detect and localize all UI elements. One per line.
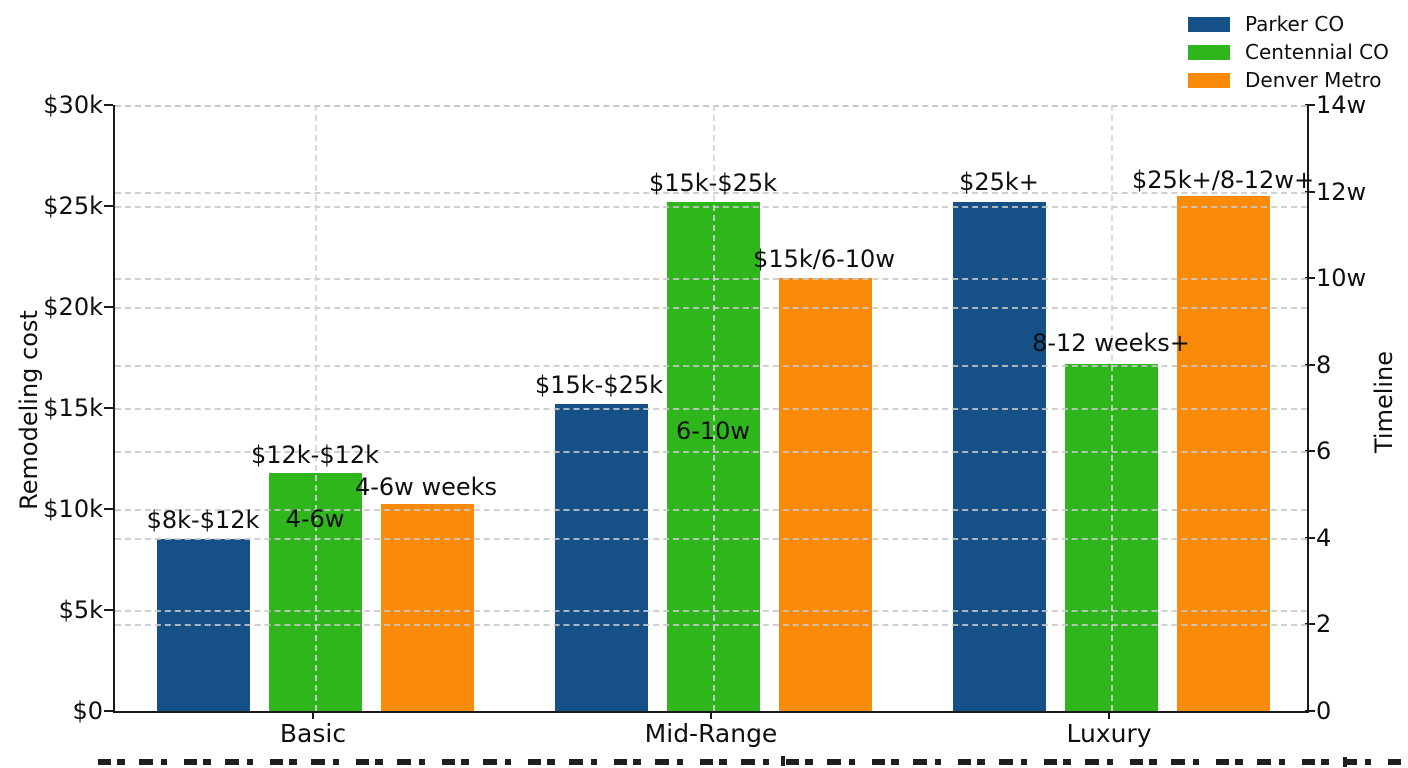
category-label-luxury: Luxury <box>1066 719 1152 748</box>
vertical-gridline <box>315 105 317 711</box>
x-axis-tick <box>1108 711 1110 719</box>
legend: Parker CO Centennial CO Denver Metro <box>1188 10 1389 94</box>
bar-label: $25k+ <box>959 168 1039 196</box>
horizontal-gridline <box>115 307 1307 309</box>
right-axis-tick <box>1305 190 1315 193</box>
horizontal-gridline <box>115 451 1307 454</box>
left-axis-tick-label: $0 <box>72 697 103 725</box>
right-axis-tick <box>1305 623 1315 626</box>
right-axis-tick <box>1305 450 1315 453</box>
legend-item-centennial-co: Centennial CO <box>1188 38 1389 66</box>
legend-label: Centennial CO <box>1245 40 1389 64</box>
right-axis-tick-label: 0 <box>1316 697 1332 725</box>
horizontal-gridline <box>115 537 1307 540</box>
left-axis-tick <box>104 609 113 611</box>
left-axis-tick-label: $20k <box>43 293 103 321</box>
left-axis-title: Remodeling cost <box>15 310 43 510</box>
horizontal-gridline <box>115 610 1307 612</box>
bar-label: $25k+/8-12w+ <box>1131 166 1315 194</box>
horizontal-gridline <box>115 206 1307 208</box>
gridlines-layer <box>115 105 1307 711</box>
legend-swatch-centennial-co <box>1188 44 1230 60</box>
bar-label: $12k-$12k <box>250 441 380 469</box>
right-axis-tick-label: 14w <box>1316 91 1367 119</box>
bar-denver-metro-mid-range <box>778 278 872 711</box>
bar-label: 8-12 weeks+ <box>1032 329 1190 357</box>
right-axis-tick <box>1305 104 1315 106</box>
bar-annotations-layer: $8k-$12k $12k-$12k 4-6w 4-6w weeks $15k-$25k… <box>115 105 1314 711</box>
bar-label: $15k-$25k <box>534 371 664 399</box>
legend-item-parker-co: Parker CO <box>1188 10 1389 38</box>
right-axis-tick-label: 10w <box>1316 264 1367 293</box>
horizontal-gridline <box>115 278 1307 281</box>
left-axis-tick <box>104 306 113 308</box>
left-axis-tick-label: $30k <box>43 91 103 119</box>
right-axis-tick <box>1305 277 1315 280</box>
bar-parker-co-mid-range <box>554 403 648 711</box>
left-axis-tick <box>104 710 113 712</box>
bar-label: 6-10w <box>675 417 751 445</box>
bar-label: 4-6w weeks <box>354 473 498 501</box>
left-axis-tick <box>104 205 113 207</box>
right-axis-tick-label: 6 <box>1316 437 1332 466</box>
right-axis-title: Timeline <box>1370 350 1398 454</box>
bar-label: $8k-$12k <box>146 506 260 534</box>
right-axis-tick <box>1305 536 1315 539</box>
left-axis-tick <box>104 508 113 510</box>
vertical-gridline <box>713 105 715 711</box>
right-axis-tick-label: 2 <box>1316 610 1332 639</box>
legend-swatch-denver-metro <box>1188 72 1230 88</box>
category-label-mid-range: Mid-Range <box>644 719 778 748</box>
bar-label: $15k/6-10w <box>753 245 895 273</box>
cutoff-text-strip <box>98 756 1404 766</box>
horizontal-gridline <box>115 105 1307 107</box>
right-axis-tick <box>1305 710 1315 712</box>
left-axis-tick <box>104 104 113 106</box>
category-label-basic: Basic <box>279 719 347 748</box>
legend-label: Denver Metro <box>1245 68 1382 92</box>
left-axis-tick-label: $5k <box>58 596 103 624</box>
left-axis-tick-label: $25k <box>43 192 103 220</box>
vertical-gridline <box>1111 105 1113 711</box>
horizontal-gridline <box>115 408 1307 410</box>
plot-area: $8k-$12k $12k-$12k 4-6w 4-6w weeks $15k-$25k… <box>113 105 1314 713</box>
left-axis-tick <box>104 407 113 409</box>
horizontal-gridline <box>115 364 1307 367</box>
horizontal-gridline <box>115 191 1307 194</box>
right-axis-tick-label: 12w <box>1316 177 1367 206</box>
left-axis-tick-label: $10k <box>43 495 103 523</box>
horizontal-gridline <box>115 509 1307 511</box>
left-axis-tick-label: $15k <box>43 394 103 422</box>
x-axis-tick <box>710 711 712 719</box>
legend-label: Parker CO <box>1245 12 1345 36</box>
x-axis-tick <box>312 711 314 719</box>
bar-label: $15k-$25k <box>648 169 778 197</box>
right-axis-tick-label: 4 <box>1316 523 1332 552</box>
legend-swatch-parker-co <box>1188 16 1230 32</box>
bar-label: 4-6w <box>285 505 345 533</box>
right-axis-tick <box>1305 363 1315 366</box>
right-axis-tick-label: 8 <box>1316 350 1332 379</box>
legend-item-denver-metro: Denver Metro <box>1188 66 1389 94</box>
horizontal-gridline <box>115 624 1307 627</box>
